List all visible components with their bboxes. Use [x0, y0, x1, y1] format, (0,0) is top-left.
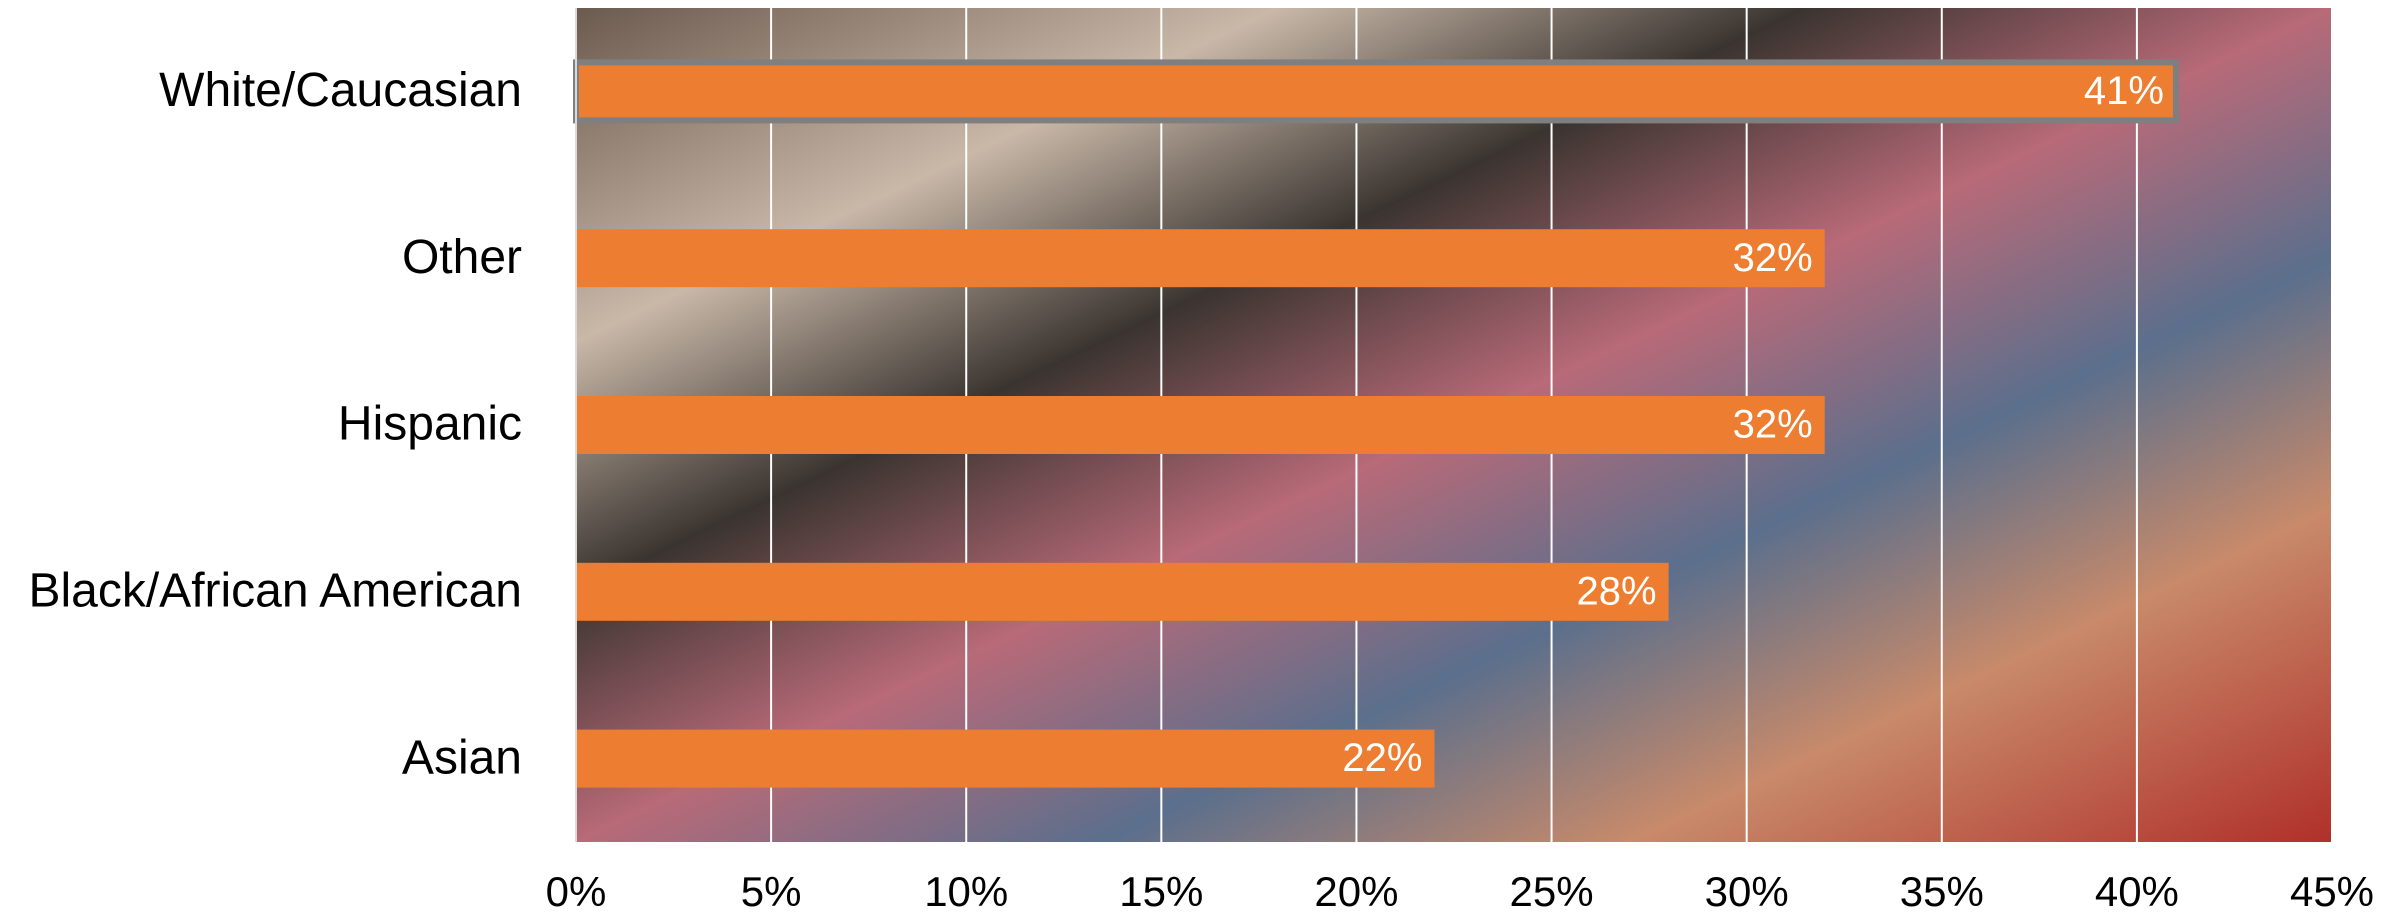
- value-label: 32%: [1733, 236, 1813, 280]
- bar: [576, 62, 2176, 120]
- value-label: 22%: [1342, 736, 1422, 780]
- x-tick-label: 0%: [546, 868, 607, 915]
- x-tick-label: 15%: [1119, 868, 1203, 915]
- y-tick-label: Black/African American: [28, 564, 522, 617]
- x-tick-label: 35%: [1900, 868, 1984, 915]
- x-tick-label: 20%: [1314, 868, 1398, 915]
- value-label: 28%: [1577, 569, 1657, 613]
- y-tick-label: White/Caucasian: [159, 64, 522, 117]
- x-tick-label: 5%: [741, 868, 802, 915]
- x-tick-label: 30%: [1705, 868, 1789, 915]
- value-label: 41%: [2084, 69, 2164, 113]
- bar: [576, 229, 1825, 287]
- bar: [576, 730, 1434, 788]
- x-tick-label: 40%: [2095, 868, 2179, 915]
- x-tick-label: 10%: [924, 868, 1008, 915]
- y-tick-label: Asian: [402, 731, 522, 784]
- y-tick-label: Other: [402, 231, 522, 284]
- x-tick-label: 45%: [2290, 868, 2374, 915]
- chart: 0% 5% 10% 15% 20% 25% 30% 35% 40% 45% White/Caucas…: [0, 0, 2381, 923]
- y-tick-label: Hispanic: [338, 398, 522, 451]
- bar: [576, 396, 1825, 454]
- value-label: 32%: [1733, 403, 1813, 447]
- bar: [576, 563, 1669, 621]
- x-tick-label: 25%: [1510, 868, 1594, 915]
